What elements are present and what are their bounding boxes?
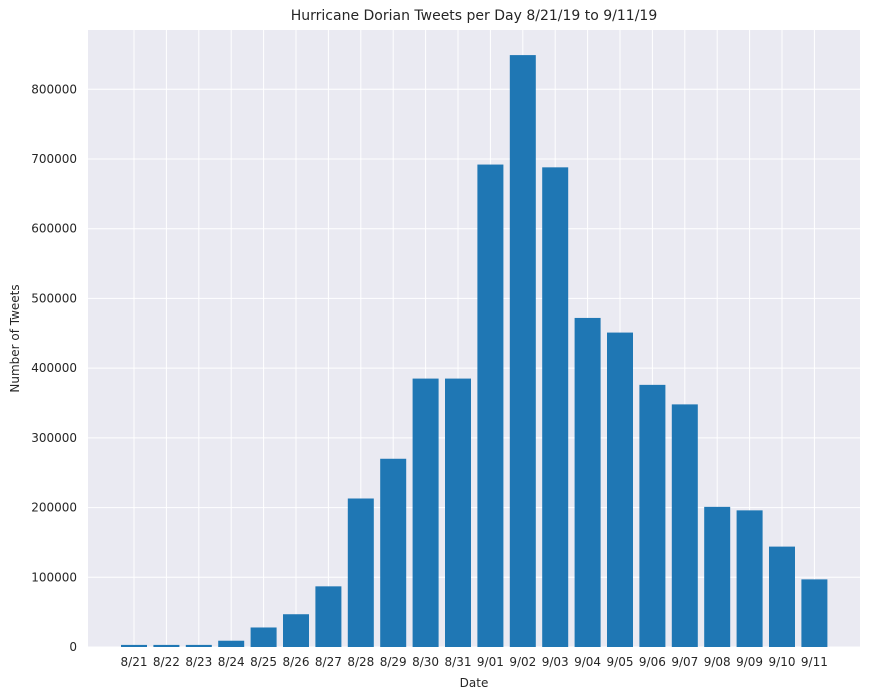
y-tick-label: 200000 bbox=[31, 501, 77, 515]
x-tick-label: 8/21 bbox=[121, 655, 148, 669]
bar-9-08 bbox=[704, 506, 731, 647]
bar-8-25 bbox=[250, 627, 277, 647]
x-tick-label: 9/04 bbox=[574, 655, 601, 669]
x-tick-label: 9/01 bbox=[477, 655, 504, 669]
y-tick-label: 500000 bbox=[31, 291, 77, 305]
x-tick-labels: 8/21 8/22 8/23 8/24 8/25 8/26 8/27 8/28 8/29 8/30… bbox=[121, 655, 828, 669]
plot-area bbox=[88, 30, 860, 647]
bar-9-03 bbox=[542, 167, 569, 647]
bar-8-22 bbox=[153, 644, 180, 647]
x-axis-label: Date bbox=[460, 676, 489, 690]
chart-title: Hurricane Dorian Tweets per Day 8/21/19 … bbox=[291, 8, 658, 24]
bar-9-06 bbox=[639, 384, 666, 647]
bar-9-04 bbox=[574, 317, 601, 647]
x-tick-label: 8/27 bbox=[315, 655, 342, 669]
y-tick-label: 100000 bbox=[31, 570, 77, 584]
x-tick-label: 8/24 bbox=[218, 655, 245, 669]
bar-8-31 bbox=[445, 378, 471, 647]
bar-9-01 bbox=[477, 164, 504, 647]
x-tick-label: 9/02 bbox=[509, 655, 536, 669]
bar-9-05 bbox=[607, 332, 633, 647]
bar-8-21 bbox=[121, 644, 147, 647]
x-tick-label: 8/29 bbox=[380, 655, 407, 669]
bar-8-26 bbox=[283, 614, 309, 647]
x-tick-label: 9/09 bbox=[736, 655, 763, 669]
bar-8-27 bbox=[315, 586, 342, 647]
y-tick-labels: 0 100000 200000 300000 400000 500000 600000 700… bbox=[31, 82, 77, 654]
bar-9-02 bbox=[509, 55, 536, 647]
x-tick-label: 8/23 bbox=[185, 655, 212, 669]
bar-9-09 bbox=[736, 510, 763, 647]
x-tick-label: 8/28 bbox=[347, 655, 374, 669]
bar-8-30 bbox=[412, 378, 439, 647]
bar-8-29 bbox=[380, 458, 407, 647]
x-tick-label: 8/25 bbox=[250, 655, 277, 669]
y-tick-label: 800000 bbox=[31, 82, 77, 96]
bar-8-24 bbox=[218, 640, 245, 647]
x-tick-label: 8/26 bbox=[283, 655, 310, 669]
bar-9-07 bbox=[671, 404, 698, 647]
bar-9-11 bbox=[801, 579, 828, 647]
x-tick-label: 9/08 bbox=[704, 655, 731, 669]
x-tick-label: 9/03 bbox=[542, 655, 569, 669]
bar-8-28 bbox=[347, 498, 374, 647]
bar-8-23 bbox=[185, 644, 212, 647]
y-tick-label: 0 bbox=[69, 640, 77, 654]
y-axis-label: Number of Tweets bbox=[8, 284, 22, 392]
y-tick-label: 600000 bbox=[31, 222, 77, 236]
y-tick-label: 700000 bbox=[31, 152, 77, 166]
x-tick-label: 9/06 bbox=[639, 655, 666, 669]
bar-9-10 bbox=[769, 546, 795, 647]
x-tick-label: 9/10 bbox=[769, 655, 796, 669]
x-tick-label: 9/11 bbox=[801, 655, 828, 669]
x-tick-label: 9/07 bbox=[671, 655, 698, 669]
x-tick-label: 8/31 bbox=[445, 655, 472, 669]
x-tick-label: 9/05 bbox=[607, 655, 634, 669]
x-tick-label: 8/22 bbox=[153, 655, 180, 669]
x-tick-label: 8/30 bbox=[412, 655, 439, 669]
y-tick-label: 400000 bbox=[31, 361, 77, 375]
bars bbox=[121, 55, 828, 647]
y-tick-label: 300000 bbox=[31, 431, 77, 445]
